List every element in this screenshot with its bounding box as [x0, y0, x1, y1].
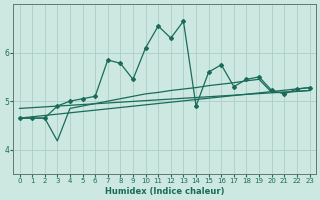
X-axis label: Humidex (Indice chaleur): Humidex (Indice chaleur): [105, 187, 224, 196]
